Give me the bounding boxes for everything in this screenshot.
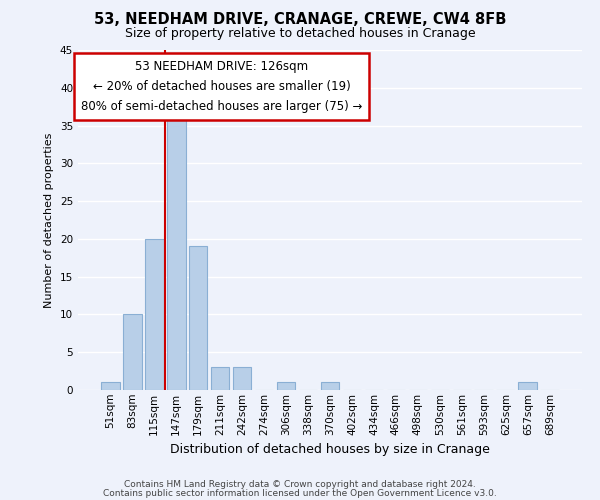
Text: 53, NEEDHAM DRIVE, CRANAGE, CREWE, CW4 8FB: 53, NEEDHAM DRIVE, CRANAGE, CREWE, CW4 8… (94, 12, 506, 28)
Bar (101, 382, 119, 390)
Bar (320, 382, 340, 390)
Bar (518, 382, 537, 390)
Text: Contains public sector information licensed under the Open Government Licence v3: Contains public sector information licen… (103, 489, 497, 498)
Bar (123, 314, 142, 390)
Text: Contains HM Land Registry data © Crown copyright and database right 2024.: Contains HM Land Registry data © Crown c… (124, 480, 476, 489)
Text: 53 NEEDHAM DRIVE: 126sqm
← 20% of detached houses are smaller (19)
80% of semi-d: 53 NEEDHAM DRIVE: 126sqm ← 20% of detach… (81, 60, 362, 113)
Bar (167, 118, 185, 390)
Bar (145, 239, 164, 390)
Bar (211, 368, 229, 390)
Bar (233, 368, 251, 390)
Text: Size of property relative to detached houses in Cranage: Size of property relative to detached ho… (125, 28, 475, 40)
Bar (189, 246, 208, 390)
X-axis label: Distribution of detached houses by size in Cranage: Distribution of detached houses by size … (170, 443, 490, 456)
Y-axis label: Number of detached properties: Number of detached properties (44, 132, 55, 308)
Bar (277, 382, 295, 390)
